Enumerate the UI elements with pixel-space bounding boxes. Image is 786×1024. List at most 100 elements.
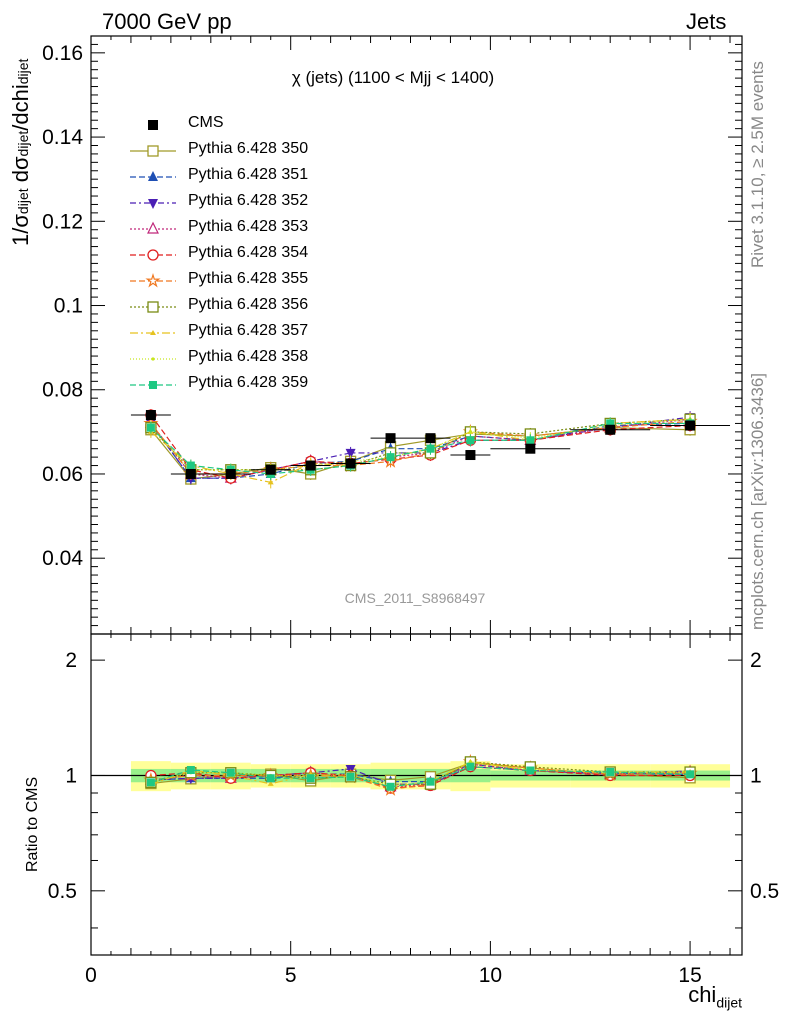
data-point: [466, 436, 475, 445]
data-point: [606, 419, 615, 428]
ratio-y-axis-label: Ratio to CMS: [24, 776, 41, 872]
legend-label: Pythia 6.428 359: [188, 374, 309, 391]
legend-label: Pythia 6.428 358: [188, 348, 309, 365]
data-point: [685, 420, 696, 431]
data-point: [185, 468, 196, 479]
series-line: [150, 414, 691, 479]
data-point: [346, 772, 355, 781]
analysis-watermark: CMS_2011_S8968497: [344, 590, 486, 606]
ratio-series-line: [150, 761, 691, 785]
legend-swatch: [130, 221, 176, 234]
ratio-frame: [90, 633, 743, 956]
data-point: [149, 381, 157, 389]
y-tick-label: 0.14: [42, 126, 83, 149]
legend-label: Pythia 6.428 354: [188, 244, 309, 261]
legend-swatch: [130, 145, 176, 157]
legend-label: Pythia 6.428 352: [188, 192, 309, 209]
series-line: [150, 422, 691, 475]
legend-swatch: [130, 272, 176, 288]
data-point: [150, 330, 156, 335]
x-tick-label: 5: [285, 964, 297, 987]
data-point: [145, 410, 156, 421]
data-point: [147, 145, 159, 157]
x-tick-label: 0: [85, 964, 97, 987]
header-left: 7000 GeV pp: [102, 9, 232, 34]
data-point: [147, 249, 159, 261]
ratio-tick-label-right: 0.5: [750, 880, 779, 903]
data-point: [385, 433, 396, 444]
data-point: [426, 777, 435, 786]
data-point: [305, 460, 316, 471]
data-point: [466, 762, 475, 771]
legend-swatch: [130, 249, 176, 261]
data-point: [186, 461, 195, 470]
data-point: [386, 453, 395, 462]
header-right: Jets: [686, 9, 727, 34]
legend-label: Pythia 6.428 355: [188, 270, 309, 287]
data-point: [526, 436, 535, 445]
data-point: [186, 766, 195, 775]
data-point: [267, 479, 274, 485]
data-point: [148, 171, 158, 181]
data-point: [386, 782, 395, 791]
legend-swatch: [130, 171, 176, 181]
data-point: [146, 423, 155, 432]
legend-swatch: [130, 357, 176, 361]
data-point: [147, 221, 159, 234]
data-point: [465, 450, 476, 461]
legend-label: Pythia 6.428 350: [188, 140, 309, 157]
data-point: [468, 760, 473, 764]
ratio-tick-label-right: 2: [750, 649, 762, 672]
data-point: [686, 770, 695, 779]
legend-swatch: [130, 301, 176, 313]
data-point: [345, 458, 356, 469]
mcplots-label: mcplots.cern.ch [arXiv:1306.3436]: [748, 372, 767, 630]
data-point: [606, 767, 615, 776]
data-point: [345, 448, 356, 459]
legend-label: Pythia 6.428 357: [188, 322, 309, 339]
legend-swatch: [130, 381, 176, 389]
legend-label: Pythia 6.428 351: [188, 166, 309, 183]
series-line: [150, 418, 691, 484]
legend-label: Pythia 6.428 353: [188, 218, 309, 235]
series-359: [146, 417, 695, 791]
rivet-label: Rivet 3.1.10, ≥ 2.5M events: [748, 61, 767, 268]
legend-swatch: [130, 330, 176, 335]
y-tick-label: 0.04: [42, 547, 83, 570]
data-point: [525, 443, 536, 454]
y-tick-label: 0.06: [42, 463, 83, 486]
data-point: [147, 301, 159, 313]
legend-label: Pythia 6.428 356: [188, 296, 309, 313]
legend-label: CMS: [188, 114, 224, 131]
data-point: [605, 424, 616, 435]
data-point: [148, 199, 158, 209]
data-point: [146, 778, 155, 787]
ratio-tick-label: 2: [65, 649, 77, 672]
data-point: [225, 468, 236, 479]
data-point: [151, 357, 155, 361]
data-point: [526, 766, 535, 775]
ratio-tick-label: 0.5: [48, 880, 77, 903]
y-tick-label: 0.16: [42, 42, 83, 65]
data-point: [468, 430, 473, 434]
data-point: [426, 444, 435, 453]
x-tick-label: 15: [678, 964, 701, 987]
x-tick-label: 10: [479, 964, 502, 987]
data-point: [425, 433, 436, 444]
ratio-series-line: [150, 761, 691, 791]
y-axis-label: 1/σdijet dσdijet/dchidijet: [8, 58, 33, 246]
y-tick-label: 0.1: [54, 295, 83, 318]
data-point: [306, 774, 315, 783]
y-tick-label: 0.08: [42, 379, 83, 402]
data-point: [266, 774, 275, 783]
legend-swatch: [148, 120, 158, 130]
data-point: [226, 768, 235, 777]
ratio-tick-label: 1: [65, 764, 77, 787]
legend-swatch: [130, 199, 176, 209]
x-axis-label: chidijet: [688, 982, 742, 1011]
chart-title: χ (jets) (1100 < Mjj < 1400): [291, 68, 495, 87]
data-point: [265, 464, 276, 475]
data-point: [148, 120, 158, 130]
series-cms: [130, 410, 731, 479]
